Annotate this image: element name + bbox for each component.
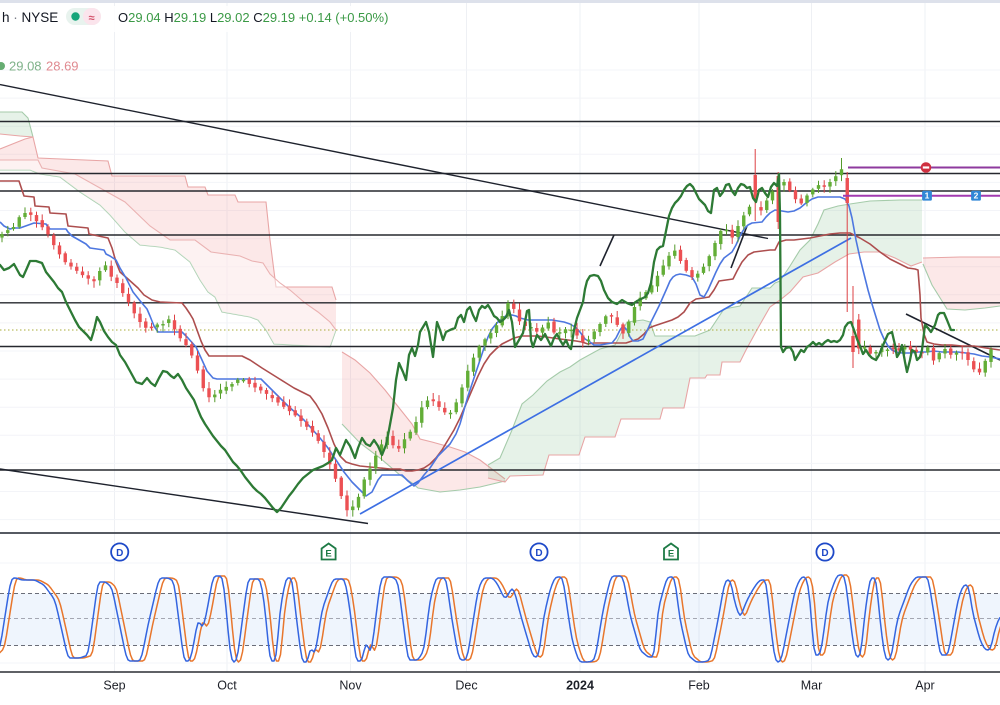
- svg-text:E: E: [325, 549, 331, 560]
- svg-text:Mar: Mar: [801, 679, 823, 693]
- svg-text:h · NYSE: h · NYSE: [2, 10, 58, 25]
- svg-text:D: D: [116, 548, 123, 559]
- svg-text:2: 2: [974, 191, 979, 201]
- svg-text:D: D: [535, 548, 542, 559]
- svg-text:E: E: [668, 549, 674, 560]
- svg-text:≈: ≈: [88, 13, 94, 25]
- svg-text:Oct: Oct: [217, 679, 237, 693]
- svg-text:Dec: Dec: [455, 679, 477, 693]
- svg-text:D: D: [821, 548, 828, 559]
- svg-text:O29.04 H29.19 L29.02 C29.19 +0: O29.04 H29.19 L29.02 C29.19 +0.14 (+0.50…: [118, 10, 388, 25]
- svg-text:Nov: Nov: [339, 679, 362, 693]
- svg-text:1: 1: [925, 191, 930, 201]
- svg-text:29.08: 29.08: [9, 59, 42, 74]
- svg-text:28.69: 28.69: [46, 59, 79, 74]
- svg-text:Sep: Sep: [103, 679, 125, 693]
- svg-text:Apr: Apr: [915, 679, 934, 693]
- svg-text:2024: 2024: [566, 679, 594, 693]
- svg-text:Feb: Feb: [688, 679, 710, 693]
